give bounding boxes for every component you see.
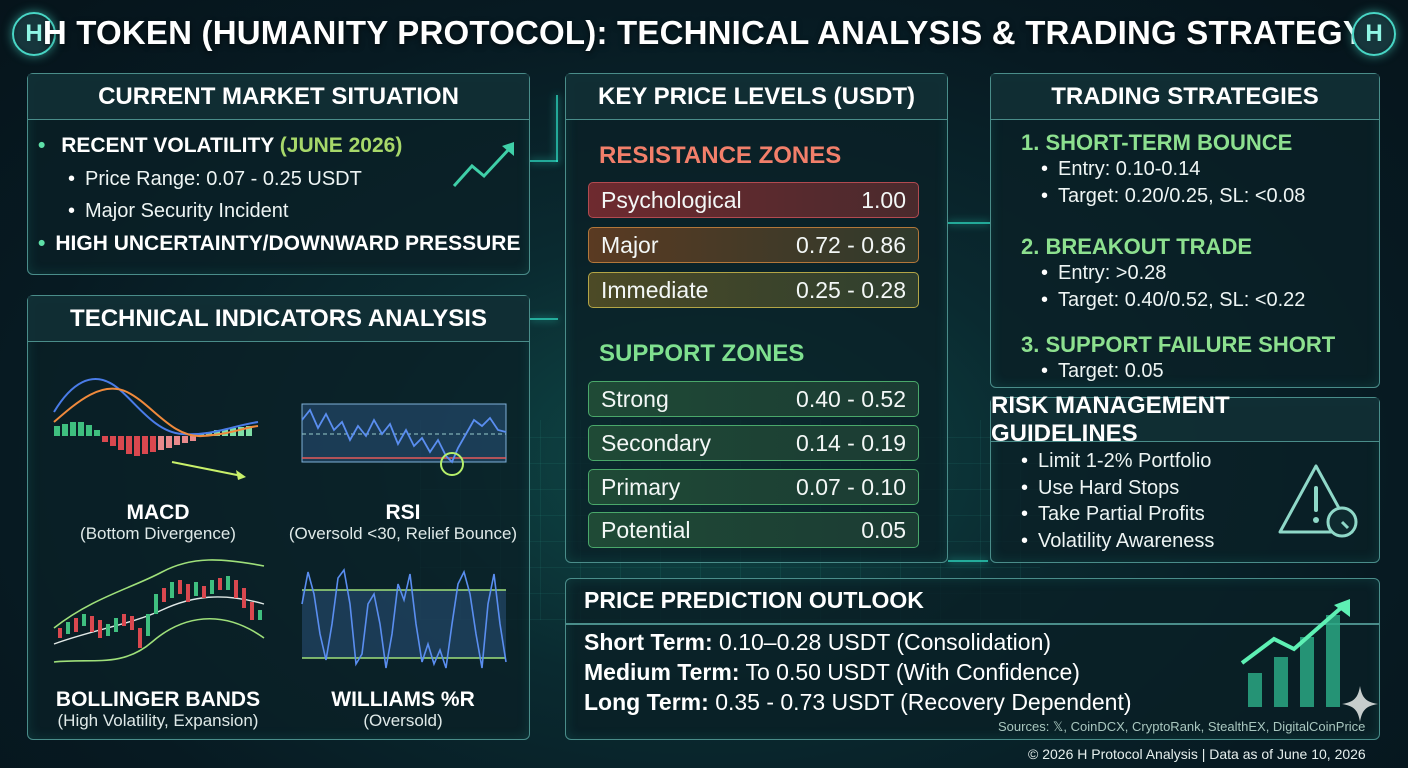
zone-value: 0.05 <box>861 516 906 543</box>
williams-r-chart <box>301 568 507 669</box>
prediction-label: Short Term: <box>584 629 713 655</box>
bollinger-label: BOLLINGER BANDS <box>55 688 261 711</box>
zone-value: 0.07 - 0.10 <box>796 473 906 500</box>
volatility-label: RECENT VOLATILITY <box>61 134 274 157</box>
zone-label: Psychological <box>601 186 742 213</box>
divider <box>566 623 1379 625</box>
trend-up-icon <box>452 142 514 188</box>
risk-item: Volatility Awareness <box>1021 530 1214 553</box>
zone-value: 0.72 - 0.86 <box>796 231 906 258</box>
resistance-row-psychological: Psychological 1.00 <box>588 182 919 218</box>
strategy-3-heading: 3. SUPPORT FAILURE SHORT <box>1021 332 1336 357</box>
support-row-strong: Strong 0.40 - 0.52 <box>588 381 919 417</box>
strategy-2-heading: 2. BREAKOUT TRADE <box>1021 234 1253 259</box>
sparkle-icon <box>1342 686 1378 722</box>
key-price-levels-title: KEY PRICE LEVELS (USDT) <box>566 74 947 120</box>
bollinger-note: (High Volatility, Expansion) <box>57 711 259 730</box>
pressure-bullet: HIGH UNCERTAINTY/DOWNWARD PRESSURE <box>38 232 520 256</box>
williams-r-line <box>301 568 507 669</box>
technical-indicators-panel: TECHNICAL INDICATORS ANALYSIS MACD (Bott… <box>27 295 530 740</box>
prediction-label: Long Term: <box>584 689 709 715</box>
connector-line <box>530 318 558 320</box>
page-title: H TOKEN (HUMANITY PROTOCOL): TECHNICAL A… <box>42 14 1366 51</box>
rsi-note: (Oversold <30, Relief Bounce) <box>288 524 518 543</box>
macd-chart <box>53 378 259 480</box>
resistance-zones-heading: RESISTANCE ZONES <box>599 142 842 169</box>
connector-line <box>948 222 990 224</box>
connector-line <box>948 560 988 562</box>
h-logo-right-icon: H <box>1352 12 1396 56</box>
market-situation-title: CURRENT MARKET SITUATION <box>28 74 529 120</box>
key-price-levels-panel: KEY PRICE LEVELS (USDT) RESISTANCE ZONES… <box>565 73 948 563</box>
prediction-label: Medium Term: <box>584 659 740 685</box>
market-situation-panel: CURRENT MARKET SITUATION RECENT VOLATILI… <box>27 73 530 275</box>
volatility-bullet: RECENT VOLATILITY (JUNE 2026) <box>38 134 402 158</box>
support-row-potential: Potential 0.05 <box>588 512 919 548</box>
prediction-long-term: Long Term: 0.35 - 0.73 USDT (Recovery De… <box>584 689 1132 716</box>
rsi-line <box>301 408 507 464</box>
zone-label: Secondary <box>601 429 711 456</box>
prediction-value: 0.35 - 0.73 USDT (Recovery Dependent) <box>715 689 1132 715</box>
incident-bullet: Major Security Incident <box>68 200 288 223</box>
connector-line <box>556 95 558 162</box>
footer-copyright: © 2026 H Protocol Analysis | Data as of … <box>1028 746 1366 762</box>
support-zones-heading: SUPPORT ZONES <box>599 340 805 367</box>
price-prediction-panel: PRICE PREDICTION OUTLOOK Short Term: 0.1… <box>565 578 1380 740</box>
rsi-chart <box>301 403 507 476</box>
trading-strategies-title: TRADING STRATEGIES <box>991 74 1379 120</box>
prediction-value: To 0.50 USDT (With Confidence) <box>745 659 1080 685</box>
strategy-3-target: Target: 0.05 <box>1041 360 1164 383</box>
price-range-bullet: Price Range: 0.07 - 0.25 USDT <box>68 168 362 191</box>
zone-label: Primary <box>601 473 681 500</box>
zone-label: Major <box>601 231 659 258</box>
volatility-date: (JUNE 2026) <box>279 134 403 157</box>
risk-management-panel: RISK MANAGEMENT GUIDELINES Limit 1-2% Po… <box>990 392 1380 563</box>
price-prediction-title: PRICE PREDICTION OUTLOOK <box>584 587 924 613</box>
williams-r-label: WILLIAMS %R <box>331 688 475 711</box>
strategy-1-heading: 1. SHORT-TERM BOUNCE <box>1021 130 1293 155</box>
zone-value: 0.40 - 0.52 <box>796 385 906 412</box>
risk-item: Take Partial Profits <box>1021 503 1205 526</box>
macd-histogram <box>54 422 252 456</box>
resistance-row-immediate: Immediate 0.25 - 0.28 <box>588 272 919 308</box>
technical-indicators-title: TECHNICAL INDICATORS ANALYSIS <box>28 296 529 342</box>
zone-value: 0.25 - 0.28 <box>796 276 906 303</box>
strategy-2-target: Target: 0.40/0.52, SL: <0.22 <box>1041 289 1305 312</box>
warning-clock-icon <box>1278 464 1358 538</box>
support-row-primary: Primary 0.07 - 0.10 <box>588 469 919 505</box>
candles <box>58 576 262 648</box>
williams-r-note: (Oversold) <box>363 711 443 730</box>
strategy-1-entry: Entry: 0.10-0.14 <box>1041 158 1200 181</box>
prediction-value: 0.10–0.28 USDT (Consolidation) <box>719 629 1052 655</box>
zone-label: Immediate <box>601 276 709 303</box>
strategy-2-entry: Entry: >0.28 <box>1041 262 1166 285</box>
risk-management-title: RISK MANAGEMENT GUIDELINES <box>991 392 1379 447</box>
resistance-row-major: Major 0.72 - 0.86 <box>588 227 919 263</box>
macd-label: MACD <box>126 501 190 524</box>
zone-label: Strong <box>601 385 669 412</box>
zone-value: 1.00 <box>861 186 906 213</box>
zone-label: Potential <box>601 516 691 543</box>
support-row-secondary: Secondary 0.14 - 0.19 <box>588 425 919 461</box>
connector-line <box>530 160 558 162</box>
rsi-label: RSI <box>385 501 421 524</box>
zone-value: 0.14 - 0.19 <box>796 429 906 456</box>
signal-line <box>53 387 259 438</box>
growth-chart-icon <box>1240 599 1350 707</box>
prediction-medium-term: Medium Term: To 0.50 USDT (With Confiden… <box>584 659 1080 686</box>
prediction-short-term: Short Term: 0.10–0.28 USDT (Consolidatio… <box>584 629 1051 656</box>
macd-line <box>53 378 259 436</box>
risk-item: Use Hard Stops <box>1021 477 1179 500</box>
h-logo-left-icon: H <box>12 12 56 56</box>
strategy-1-target: Target: 0.20/0.25, SL: <0.08 <box>1041 185 1305 208</box>
bollinger-chart <box>53 559 265 663</box>
risk-item: Limit 1-2% Portfolio <box>1021 450 1211 473</box>
trading-strategies-panel: TRADING STRATEGIES 1. SHORT-TERM BOUNCE … <box>990 73 1380 388</box>
header: H TOKEN (HUMANITY PROTOCOL): TECHNICAL A… <box>0 0 1408 66</box>
macd-note: (Bottom Divergence) <box>80 524 236 543</box>
sources-line: Sources: 𝕏, CoinDCX, CryptoRank, Stealth… <box>998 719 1366 734</box>
